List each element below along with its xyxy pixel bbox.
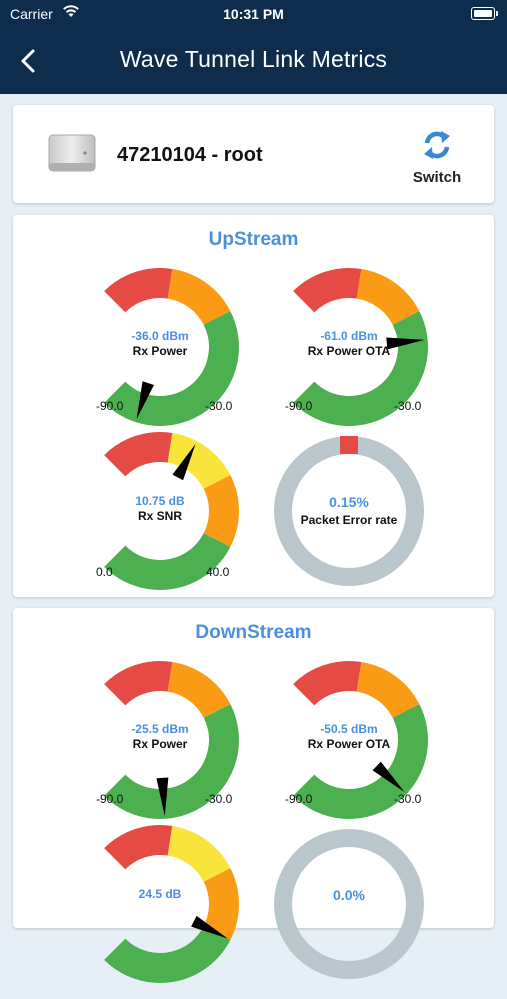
gauge-label: Rx SNR xyxy=(137,509,182,523)
downstream-title: DownStream xyxy=(195,622,312,643)
wifi-icon xyxy=(63,5,79,17)
gauge-zone-0 xyxy=(104,432,173,477)
gauge-value: -50.5 dBm xyxy=(320,722,378,736)
gauge-value: 10.75 dB xyxy=(135,494,185,508)
device-card: 47210104 - root Switch xyxy=(13,105,494,203)
gauge-zone-2 xyxy=(203,868,239,940)
carrier-label: Carrier xyxy=(10,6,53,22)
downstream-rx-snr-gauge: 24.5 dB xyxy=(80,824,250,999)
ring-error-marker xyxy=(340,436,358,454)
gauge-min: -90.0 xyxy=(285,792,313,806)
upstream-rx-snr-gauge: 10.75 dB Rx SNR 0.0 40.0 xyxy=(80,431,250,606)
switch-button[interactable]: Switch xyxy=(405,127,469,197)
ring-value: 0.0% xyxy=(333,887,365,903)
gauge-value: -36.0 dBm xyxy=(131,329,189,343)
gauge-zone-2 xyxy=(203,475,239,547)
nav-bar: Wave Tunnel Link Metrics xyxy=(0,28,507,94)
status-bar: Carrier 10:31 PM xyxy=(0,0,507,28)
gauge-zone-1 xyxy=(167,432,231,490)
gauge-zone-0 xyxy=(293,268,362,313)
gauge-zone-2 xyxy=(104,311,239,426)
ring-label: Packet Error rate xyxy=(300,513,398,527)
gauge-min: -90.0 xyxy=(96,399,124,413)
gauge-min: 0.0 xyxy=(96,565,113,579)
gauge-value: 24.5 dB xyxy=(138,887,182,901)
gauge-needle xyxy=(156,777,169,816)
upstream-rx-power-ota-gauge: -61.0 dBm Rx Power OTA -90.0 -30.0 xyxy=(269,267,439,442)
gauge-needle xyxy=(386,337,425,350)
gauge-max: -30.0 xyxy=(394,399,422,413)
gauge-needle xyxy=(172,443,196,481)
status-time: 10:31 PM xyxy=(223,6,284,22)
downstream-card: DownStream -25.5 dBm Rx Power -90.0 -30.… xyxy=(13,608,494,983)
sync-icon xyxy=(424,131,450,159)
gauge-zone-1 xyxy=(167,661,231,719)
gauge-min: -90.0 xyxy=(96,792,124,806)
downstream-rx-power-ota-gauge: -50.5 dBm Rx Power OTA -90.0 -30.0 xyxy=(269,660,439,835)
ring-track xyxy=(274,436,424,586)
gauge-zone-1 xyxy=(167,825,231,883)
upstream-card: UpStream -36.0 dBm Rx Power -90.0 -30.0 … xyxy=(13,215,494,597)
gauge-needle xyxy=(136,381,154,420)
battery-icon xyxy=(471,7,498,20)
downstream-packet-error-ring: 0.0% xyxy=(269,824,439,999)
gauge-label: Rx Power OTA xyxy=(307,737,391,751)
device-image xyxy=(48,134,96,172)
gauge-max: -30.0 xyxy=(205,792,233,806)
gauge-zone-1 xyxy=(356,268,420,326)
upstream-packet-error-ring: 0.15% Packet Error rate xyxy=(269,431,439,606)
downstream-rx-power-gauge: -25.5 dBm Rx Power -90.0 -30.0 xyxy=(80,660,250,835)
gauge-label: Rx Power xyxy=(132,344,188,358)
gauge-zone-0 xyxy=(293,661,362,706)
gauge-zone-0 xyxy=(104,825,173,870)
gauge-max: -30.0 xyxy=(205,399,233,413)
gauge-label: Rx Power OTA xyxy=(307,344,391,358)
gauge-zone-0 xyxy=(104,661,173,706)
gauge-zone-0 xyxy=(104,268,173,313)
page-title: Wave Tunnel Link Metrics xyxy=(119,46,388,72)
gauge-max: -30.0 xyxy=(394,792,422,806)
ring-track xyxy=(274,829,424,979)
gauge-label: Rx Power xyxy=(132,737,188,751)
gauge-value: -61.0 dBm xyxy=(320,329,378,343)
gauge-zone-1 xyxy=(167,268,231,326)
upstream-title: UpStream xyxy=(208,229,299,250)
back-chevron-icon[interactable] xyxy=(14,46,44,76)
gauge-value: -25.5 dBm xyxy=(131,722,189,736)
gauge-zone-1 xyxy=(356,661,420,719)
gauge-needle xyxy=(372,761,405,793)
gauge-zone-2 xyxy=(104,704,239,819)
device-name: 47210104 - root xyxy=(117,144,263,166)
upstream-rx-power-gauge: -36.0 dBm Rx Power -90.0 -30.0 xyxy=(80,267,250,442)
gauge-max: 40.0 xyxy=(206,565,230,579)
gauge-zone-3 xyxy=(104,532,231,590)
switch-label: Switch xyxy=(412,169,462,186)
ring-value: 0.15% xyxy=(329,494,369,510)
gauge-zone-3 xyxy=(104,925,231,983)
gauge-zone-2 xyxy=(293,704,428,819)
gauge-min: -90.0 xyxy=(285,399,313,413)
